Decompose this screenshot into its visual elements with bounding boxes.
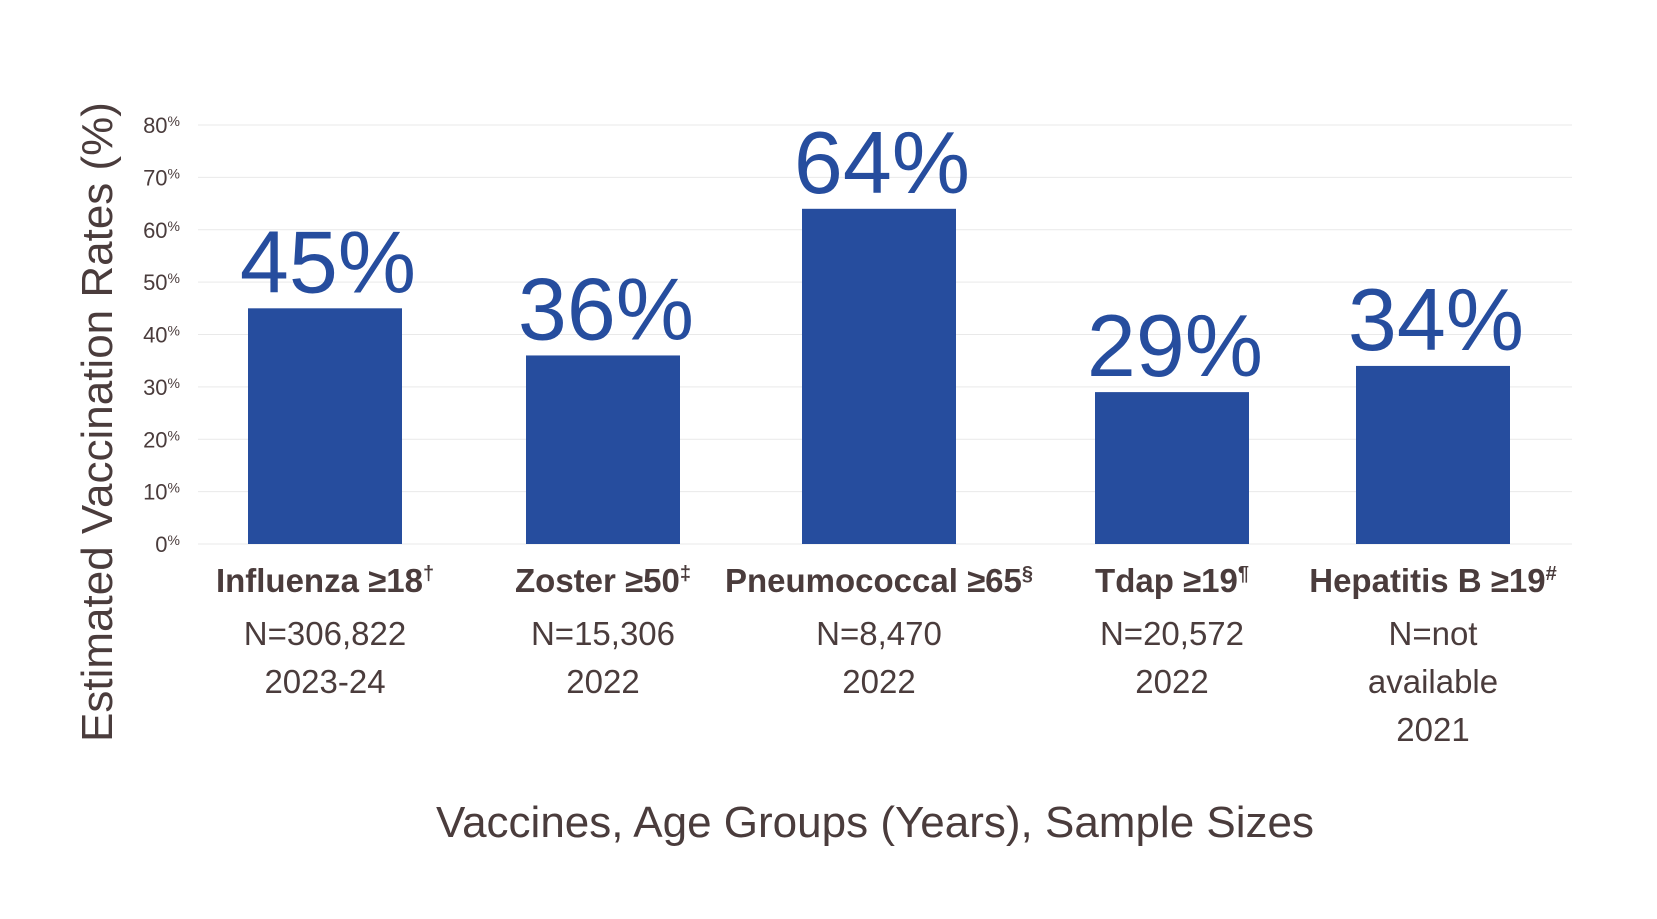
category-detail: N=not <box>1389 615 1478 652</box>
bar <box>802 208 956 545</box>
y-tick-label: 30% <box>143 375 180 400</box>
bar <box>1356 365 1510 544</box>
category-detail: 2021 <box>1396 711 1469 748</box>
y-tick-label: 60% <box>143 218 180 243</box>
category-detail: N=15,306 <box>531 615 675 652</box>
x-axis-categories: Influenza ≥18† N=306,822 2023-24 Zoster ≥50… <box>216 562 1557 748</box>
bar <box>526 355 680 544</box>
category-label: Pneumococcal ≥65§ <box>725 562 1033 599</box>
category-detail: N=8,470 <box>816 615 942 652</box>
y-axis-title: Estimated Vaccination Rates (%) <box>73 102 122 742</box>
y-tick-label: 0% <box>155 532 180 557</box>
category-detail: available <box>1368 663 1498 700</box>
bar-value-label: 64% <box>794 113 970 212</box>
y-tick-label: 80% <box>143 113 180 138</box>
y-tick-label: 40% <box>143 323 180 348</box>
bar-value-label: 45% <box>240 212 416 311</box>
y-tick-label: 20% <box>143 427 180 452</box>
bar-value-label: 34% <box>1348 270 1524 369</box>
bar <box>248 308 402 544</box>
bar-value-label: 36% <box>518 259 694 358</box>
category-detail: N=20,572 <box>1100 615 1244 652</box>
category-detail: 2022 <box>842 663 915 700</box>
category-label: Hepatitis B ≥19# <box>1309 562 1556 599</box>
category-detail: N=306,822 <box>244 615 406 652</box>
category-detail: 2023-24 <box>264 663 385 700</box>
bars <box>248 208 1510 545</box>
category-detail: 2022 <box>566 663 639 700</box>
y-axis-ticks: 0% 10% 20% 30% 40% 50% 60% 70% 80% <box>143 113 180 557</box>
bar <box>1095 392 1249 544</box>
category-detail: 2022 <box>1135 663 1208 700</box>
bar-value-labels: 45% 36% 64% 29% 34% <box>240 113 1524 395</box>
y-tick-label: 10% <box>143 480 180 505</box>
y-tick-label: 50% <box>143 270 180 295</box>
bar-value-label: 29% <box>1087 296 1263 395</box>
category-label: Influenza ≥18† <box>216 562 434 599</box>
y-tick-label: 70% <box>143 165 180 190</box>
category-label: Tdap ≥19¶ <box>1095 562 1249 599</box>
x-axis-title: Vaccines, Age Groups (Years), Sample Siz… <box>436 798 1314 847</box>
category-label: Zoster ≥50‡ <box>515 562 691 599</box>
